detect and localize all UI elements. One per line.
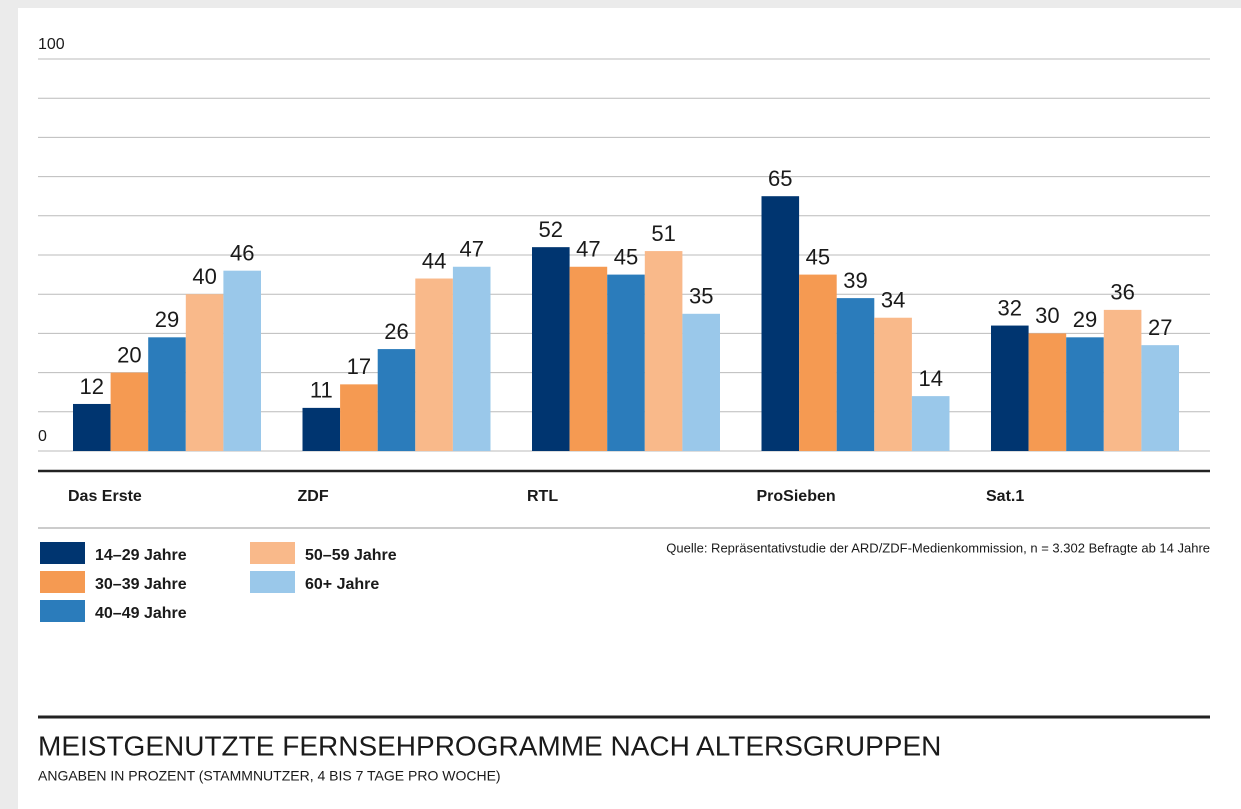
- value-label: 34: [881, 288, 905, 313]
- value-label: 51: [651, 221, 675, 246]
- x-tick-label: Das Erste: [68, 488, 142, 505]
- bar: [911, 396, 950, 451]
- legend-label: 40–49 Jahre: [95, 605, 187, 622]
- value-label: 17: [347, 354, 371, 379]
- value-label: 30: [1035, 303, 1059, 328]
- bar: [799, 274, 837, 451]
- value-label: 36: [1110, 280, 1134, 305]
- bar: [836, 298, 875, 451]
- bar: [874, 317, 912, 451]
- legend-swatch: [40, 571, 85, 593]
- legend-label: 14–29 Jahre: [95, 547, 187, 564]
- bar: [377, 349, 416, 451]
- legend-label: 30–39 Jahre: [95, 576, 187, 593]
- legend-swatch: [40, 542, 85, 564]
- value-label: 40: [192, 264, 216, 289]
- bar: [148, 337, 186, 451]
- bar: [452, 266, 491, 451]
- value-label: 12: [80, 374, 104, 399]
- value-label: 39: [843, 268, 867, 293]
- bar: [532, 247, 570, 451]
- bar: [1103, 309, 1142, 451]
- bar: [1141, 345, 1179, 451]
- bar: [110, 372, 149, 451]
- bar: [607, 274, 645, 451]
- value-label: 52: [539, 217, 563, 242]
- value-label: 29: [155, 307, 179, 332]
- chart-title: MEISTGENUTZTE FERNSEHPROGRAMME NACH ALTE…: [38, 730, 941, 761]
- bar: [415, 278, 453, 451]
- legend-label: 60+ Jahre: [305, 576, 379, 593]
- legend-label: 50–59 Jahre: [305, 547, 397, 564]
- bar: [682, 313, 720, 451]
- value-label: 45: [806, 244, 830, 269]
- bar: [761, 196, 800, 451]
- x-tick-label: RTL: [527, 488, 558, 505]
- value-label: 11: [310, 378, 333, 403]
- x-tick-label: ProSieben: [757, 488, 836, 505]
- bar: [991, 325, 1029, 451]
- bar: [223, 270, 261, 451]
- value-label: 47: [459, 237, 483, 262]
- y-tick-label: 0: [38, 428, 47, 445]
- bar: [185, 294, 224, 451]
- value-label: 26: [384, 319, 408, 344]
- value-label: 27: [1148, 315, 1172, 340]
- value-label: 65: [768, 166, 792, 191]
- bar: [644, 251, 683, 451]
- chart-subtitle: ANGABEN IN PROZENT (STAMMNUTZER, 4 BIS 7…: [38, 768, 501, 784]
- value-label: 44: [422, 248, 446, 273]
- y-tick-label: 100: [38, 36, 65, 53]
- legend-swatch: [250, 542, 295, 564]
- bar: [1028, 333, 1067, 451]
- value-label: 35: [689, 284, 713, 309]
- bar: [340, 384, 378, 451]
- legend-swatch: [250, 571, 295, 593]
- value-label: 46: [230, 240, 254, 265]
- legend-swatch: [40, 600, 85, 622]
- bar: [302, 407, 341, 451]
- bar: [569, 266, 608, 451]
- value-label: 32: [998, 295, 1022, 320]
- value-label: 45: [614, 244, 638, 269]
- bar: [73, 403, 111, 451]
- value-label: 29: [1073, 307, 1097, 332]
- bar: [1066, 337, 1104, 451]
- value-label: 14: [918, 366, 942, 391]
- value-label: 20: [117, 342, 141, 367]
- source-note: Quelle: Repräsentativstudie der ARD/ZDF-…: [666, 540, 1210, 555]
- x-tick-label: ZDF: [298, 488, 329, 505]
- value-label: 47: [576, 237, 600, 262]
- x-tick-label: Sat.1: [986, 488, 1024, 505]
